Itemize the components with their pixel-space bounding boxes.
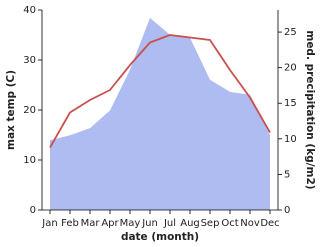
x-tick-label: Feb bbox=[61, 218, 79, 229]
temp-line bbox=[49, 34, 271, 148]
precipitation-area bbox=[50, 17, 270, 211]
y2-tick-label: 25 bbox=[284, 27, 297, 38]
y-axis-label: max temp (C) bbox=[5, 70, 17, 150]
x-tick-label: Mar bbox=[81, 218, 101, 229]
x-axis-label: date (month) bbox=[121, 231, 199, 243]
x-tick-label: Oct bbox=[221, 218, 238, 229]
y2-tick-label: 10 bbox=[284, 134, 297, 145]
x-tick-label: Jan bbox=[41, 218, 57, 229]
y-tick-label: 0 bbox=[30, 205, 36, 216]
y-tick-label: 30 bbox=[23, 55, 36, 66]
x-tick-label: May bbox=[120, 218, 141, 229]
y2-tick-label: 0 bbox=[284, 205, 290, 216]
x-tick-label: Sep bbox=[201, 218, 220, 229]
y-tick-label: 40 bbox=[23, 5, 36, 16]
x-tick-label: Jun bbox=[141, 218, 158, 229]
x-tick-label: Apr bbox=[101, 218, 119, 229]
y-tick-label: 20 bbox=[23, 105, 36, 116]
y2-tick-label: 5 bbox=[284, 169, 290, 180]
y2-tick-label: 15 bbox=[284, 98, 297, 109]
x-tick-label: Dec bbox=[260, 218, 279, 229]
y2-tick-label: 20 bbox=[284, 63, 297, 74]
x-tick-label: Jul bbox=[163, 218, 176, 229]
y-tick-label: 10 bbox=[23, 155, 36, 166]
x-tick-label: Nov bbox=[240, 218, 260, 229]
x-tick-label: Aug bbox=[180, 218, 200, 229]
y2-axis-label: med. precipitation (kg/m2) bbox=[304, 30, 316, 189]
